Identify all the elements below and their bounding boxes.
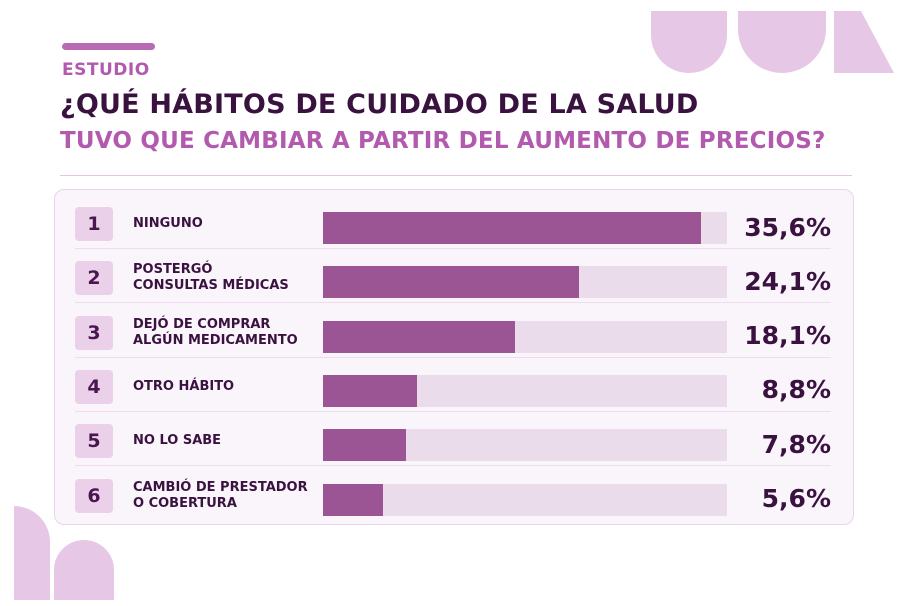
bar-track: [323, 429, 727, 462]
rank-badge: 6: [75, 478, 113, 513]
row-divider: [75, 302, 831, 304]
row-divider: [75, 465, 831, 467]
decor-shape-bottom-1: [14, 506, 50, 600]
value-label: 35,6%: [744, 212, 831, 242]
decor-shape-top-1: [651, 11, 727, 73]
category-label: NINGUNO: [133, 216, 203, 231]
decor-shape-top-3: [834, 11, 894, 73]
decor-shape-top-2: [738, 11, 826, 73]
value-label: 8,8%: [761, 375, 831, 405]
chart-row: 1 NINGUNO 35,6%: [55, 195, 855, 249]
category-label: NO LO SABE: [133, 433, 222, 449]
chart-card: 1 NINGUNO 35,6% 2 POSTERGÓ CONSULTAS MÉDICAS…: [54, 189, 854, 525]
rank-badge: 2: [75, 261, 113, 296]
value-label: 18,1%: [744, 321, 831, 351]
value-label: 7,8%: [761, 429, 831, 459]
bar-track: [323, 320, 727, 353]
bar: [323, 266, 580, 299]
bar: [323, 374, 417, 407]
title-divider: [60, 175, 852, 176]
rank-badge: 4: [75, 369, 113, 404]
value-label: 5,6%: [761, 484, 831, 513]
bar-track: [323, 483, 727, 516]
chart-row: 6 CAMBIÓ DE PRESTADOR O COBERTURA 5,6%: [55, 467, 855, 521]
chart-row: 5 NO LO SABE 7,8%: [55, 412, 855, 467]
bar: [323, 483, 383, 516]
bar-track: [323, 374, 727, 407]
bar: [323, 320, 516, 353]
category-label: DEJÓ DE COMPRAR ALGÚN MEDICAMENTO: [133, 316, 298, 348]
category-label: OTRO HÁBITO: [133, 378, 235, 394]
category-label: POSTERGÓ CONSULTAS MÉDICAS: [133, 262, 289, 294]
row-divider: [75, 248, 831, 249]
row-divider: [75, 356, 831, 358]
bar-track: [323, 266, 727, 299]
decor-shape-bottom-2: [54, 540, 114, 600]
chart-row: 2 POSTERGÓ CONSULTAS MÉDICAS 24,1%: [55, 249, 855, 304]
bar: [323, 429, 406, 462]
rank-badge: 3: [75, 315, 113, 350]
bar-track: [323, 212, 727, 244]
value-label: 24,1%: [744, 266, 831, 296]
tag-accent-bar: [62, 43, 155, 50]
chart-row: 4 OTRO HÁBITO 8,8%: [55, 358, 855, 412]
chart-row: 3 DEJÓ DE COMPRAR ALGÚN MEDICAMENTO 18,1%: [55, 304, 855, 358]
row-divider: [75, 410, 831, 412]
rank-badge: 1: [75, 207, 113, 241]
page-title: ¿QUÉ HÁBITOS DE CUIDADO DE LA SALUD: [60, 89, 699, 120]
bar: [323, 212, 702, 244]
category-label: CAMBIÓ DE PRESTADOR O COBERTURA: [133, 479, 308, 511]
section-tag: ESTUDIO: [62, 60, 150, 80]
rank-badge: 5: [75, 424, 113, 459]
page-subtitle: TUVO QUE CAMBIAR A PARTIR DEL AUMENTO DE…: [60, 128, 826, 154]
